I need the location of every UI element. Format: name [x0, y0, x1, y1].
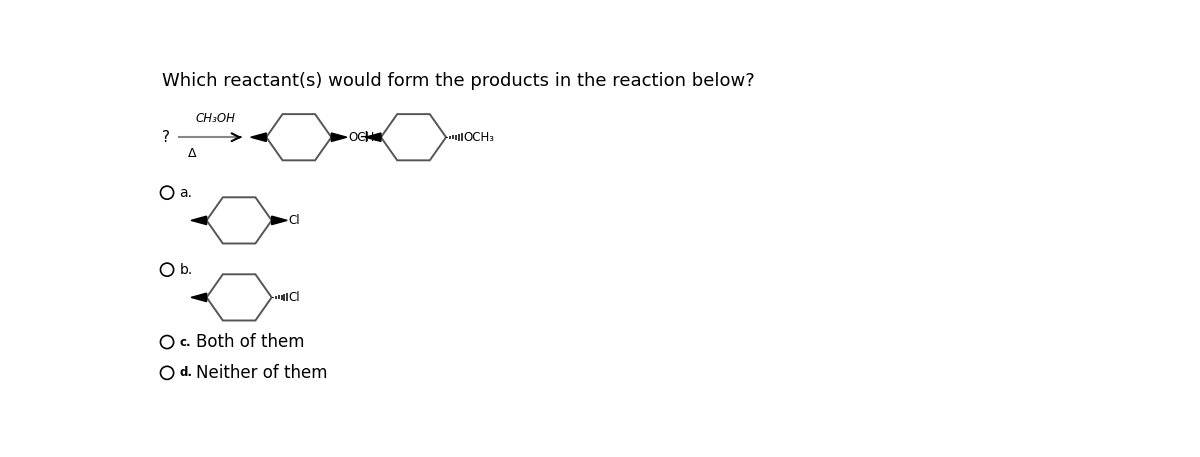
Polygon shape	[331, 133, 347, 142]
Text: CH₃OH: CH₃OH	[196, 112, 235, 125]
Polygon shape	[366, 133, 380, 142]
Text: Δ: Δ	[188, 147, 197, 160]
Text: Cl: Cl	[289, 214, 300, 227]
Text: ?: ?	[162, 130, 169, 145]
Text: Cl: Cl	[289, 291, 300, 304]
Text: a.: a.	[180, 186, 192, 200]
Text: Which reactant(s) would form the products in the reaction below?: Which reactant(s) would form the product…	[162, 72, 755, 90]
Text: Both of them: Both of them	[197, 333, 305, 351]
Text: c.: c.	[180, 335, 191, 349]
Text: Neither of them: Neither of them	[197, 364, 328, 382]
Polygon shape	[251, 133, 266, 142]
Text: d.: d.	[180, 367, 192, 379]
Polygon shape	[191, 293, 206, 302]
Polygon shape	[191, 216, 206, 225]
Text: +: +	[358, 128, 373, 146]
Text: OCH₃: OCH₃	[463, 131, 494, 144]
Polygon shape	[271, 216, 287, 225]
Text: b.: b.	[180, 263, 193, 276]
Text: OCH₃: OCH₃	[348, 131, 379, 144]
